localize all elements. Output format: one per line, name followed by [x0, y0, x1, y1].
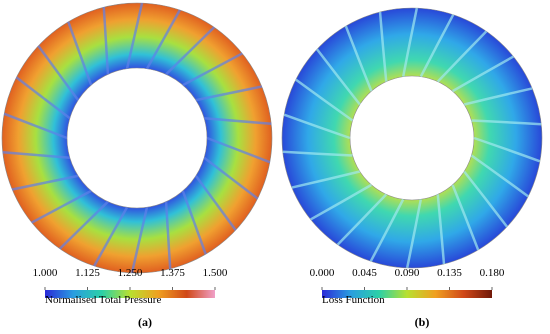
- blade-wake: [451, 184, 480, 251]
- blade-wake: [471, 119, 542, 126]
- blade-wake: [283, 113, 351, 140]
- blade-wake: [451, 55, 514, 93]
- annulus-field: [281, 7, 543, 269]
- blade-wake: [204, 117, 272, 126]
- blade-wake: [203, 156, 259, 200]
- blade-wake: [165, 26, 216, 76]
- blade-wake: [31, 189, 92, 224]
- blade-wake: [463, 170, 509, 228]
- panel-caption: (b): [415, 315, 430, 329]
- blade-wake: [419, 14, 455, 78]
- blade-wake: [315, 48, 361, 106]
- blade-wake: [2, 150, 70, 159]
- blade-wake: [58, 200, 109, 250]
- blade-wake: [310, 183, 373, 221]
- blade-wake: [470, 154, 529, 198]
- blade-wake: [436, 30, 488, 83]
- colorbar-tick-label: 1.000: [33, 267, 58, 279]
- blade-wake: [181, 190, 207, 255]
- colorbar-tick-label: 1.125: [75, 267, 100, 279]
- panel-caption: (a): [138, 315, 152, 329]
- colorbar-tick-label: 0.090: [395, 267, 420, 279]
- blade-wake: [369, 198, 405, 262]
- colorbar: [45, 290, 215, 298]
- blade-wake: [164, 201, 172, 269]
- colorbar-tick-label: 0.045: [352, 267, 377, 279]
- blade-wake: [182, 52, 243, 87]
- blade-wake: [130, 207, 149, 274]
- colorbar: [322, 290, 492, 298]
- annulus-field: [1, 2, 273, 274]
- blade-wake: [291, 170, 361, 189]
- colorbar-tick-label: 0.180: [480, 267, 505, 279]
- blade-wake: [463, 87, 533, 106]
- blade-wake: [67, 21, 93, 86]
- blade-wake: [93, 206, 129, 267]
- blade-wake: [125, 2, 144, 69]
- blade-wake: [401, 7, 419, 77]
- blade-wake: [102, 7, 110, 75]
- blade-wake: [37, 45, 80, 101]
- colorbar-tick-label: 1.375: [160, 267, 185, 279]
- blade-wake: [194, 175, 237, 231]
- colorbar-label: Loss Function: [322, 294, 385, 306]
- blade-wake: [282, 150, 353, 157]
- blade-wake: [145, 9, 181, 70]
- blade-wake: [436, 194, 446, 265]
- colorbar-tick-label: 0.000: [310, 267, 335, 279]
- colorbar-label: Normalised Total Pressure: [45, 294, 161, 306]
- blade-wake: [405, 199, 423, 269]
- colorbar-tick-label: 1.500: [203, 267, 228, 279]
- blade-wake: [206, 136, 271, 164]
- blade-wake: [344, 25, 373, 92]
- blade-wake: [473, 136, 541, 163]
- blade-wake: [15, 76, 71, 120]
- blade-wake: [195, 85, 263, 102]
- blade-wake: [11, 174, 79, 191]
- colorbar-tick-label: 1.250: [118, 267, 143, 279]
- blade-wake: [336, 193, 388, 246]
- blade-wake: [3, 112, 68, 140]
- blade-wake: [295, 78, 354, 122]
- colorbar-tick-label: 0.135: [437, 267, 462, 279]
- blade-wake: [378, 11, 388, 82]
